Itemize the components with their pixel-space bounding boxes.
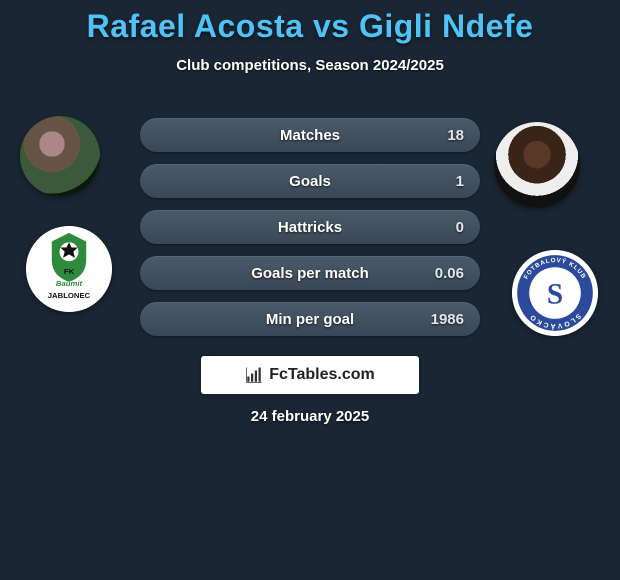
jablonec-crest-icon: FK Baumit JABLONEC	[26, 226, 112, 312]
stat-value: 1	[456, 173, 464, 190]
stat-bar-goals: Goals 1	[140, 164, 480, 198]
stat-label: Goals per match	[251, 265, 369, 282]
svg-text:JABLONEC: JABLONEC	[48, 291, 91, 300]
slovacko-crest-icon: S FOTBALOVÝ KLUB SLOVÁCKO 1.FC	[512, 250, 598, 336]
player-right-avatar	[494, 122, 580, 208]
footer-date: 24 february 2025	[251, 408, 369, 425]
svg-text:S: S	[547, 278, 563, 310]
stat-bar-hattricks: Hattricks 0	[140, 210, 480, 244]
stat-bar-goals-per-match: Goals per match 0.06	[140, 256, 480, 290]
player-left-name: Rafael Acosta	[87, 8, 304, 44]
brand-box: FcTables.com	[201, 356, 419, 394]
comparison-card: Rafael Acosta vs Gigli Ndefe Club compet…	[0, 0, 620, 580]
stat-bar-min-per-goal: Min per goal 1986	[140, 302, 480, 336]
stats-area: FK Baumit JABLONEC S FOTBALOVÝ KLUB SLOV…	[0, 108, 620, 348]
stat-label: Hattricks	[278, 219, 342, 236]
vs-text: vs	[313, 8, 350, 44]
club-left-crest: FK Baumit JABLONEC	[26, 226, 112, 312]
comparison-title: Rafael Acosta vs Gigli Ndefe	[0, 8, 620, 45]
stat-value: 0	[456, 219, 464, 236]
stat-value: 18	[447, 127, 464, 144]
svg-text:FK: FK	[64, 267, 75, 276]
player-right-name: Gigli Ndefe	[359, 8, 533, 44]
svg-text:1.FC: 1.FC	[548, 268, 562, 274]
stat-label: Goals	[289, 173, 331, 190]
stat-label: Min per goal	[266, 311, 354, 328]
club-right-crest: S FOTBALOVÝ KLUB SLOVÁCKO 1.FC	[512, 250, 598, 336]
stat-value: 0.06	[435, 265, 464, 282]
stat-label: Matches	[280, 127, 340, 144]
svg-text:Baumit: Baumit	[56, 279, 83, 288]
bar-chart-icon	[245, 366, 263, 384]
subtitle: Club competitions, Season 2024/2025	[0, 57, 620, 74]
brand-text: FcTables.com	[269, 366, 375, 384]
stat-bar-matches: Matches 18	[140, 118, 480, 152]
stat-value: 1986	[431, 311, 464, 328]
player-left-avatar	[20, 116, 100, 196]
